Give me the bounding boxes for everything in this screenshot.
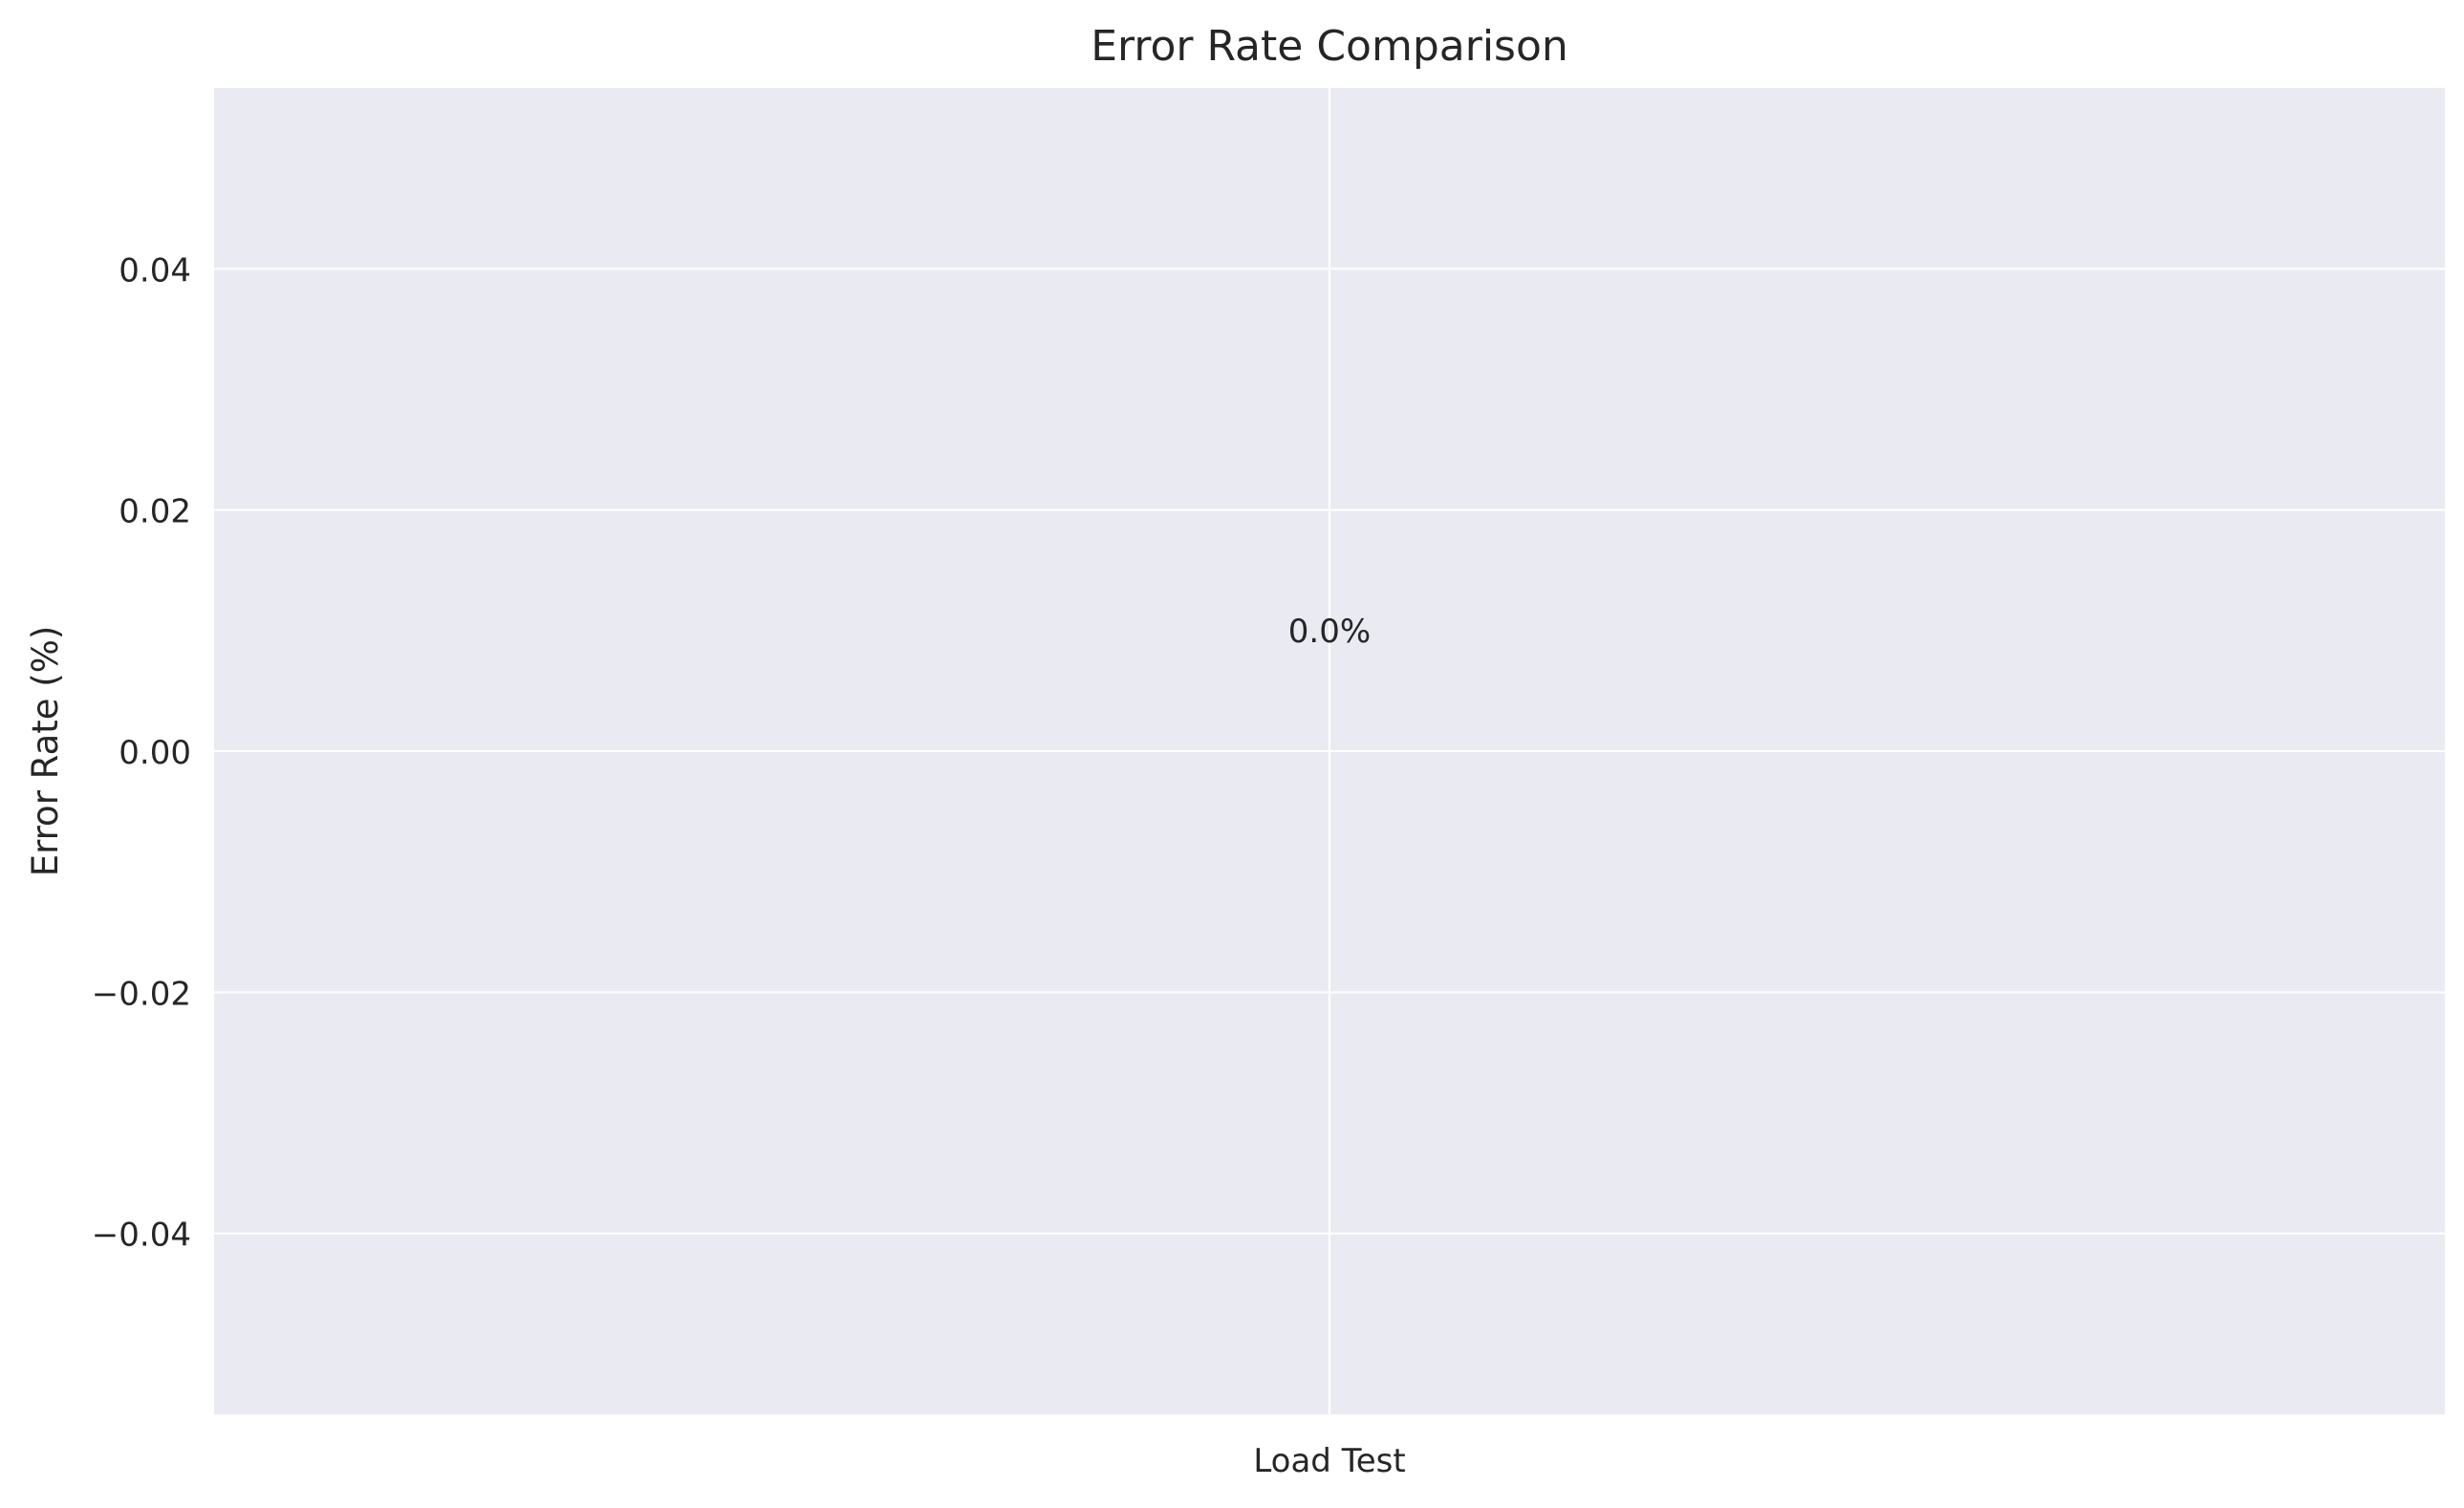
- y-axis-ticks: −0.04 −0.02 0.00 0.02 0.04: [92, 251, 191, 1254]
- y-tick-label: −0.02: [92, 975, 191, 1013]
- grid-lines: [214, 88, 2445, 1414]
- y-axis-label: Error Rate (%): [25, 626, 66, 877]
- y-tick-label: 0.04: [119, 251, 191, 290]
- y-tick-label: 0.02: [119, 493, 191, 531]
- chart-title: Error Rate Comparison: [1091, 22, 1568, 71]
- data-labels: 0.0%: [1288, 613, 1371, 651]
- y-tick-label: −0.04: [92, 1217, 191, 1255]
- data-label: 0.0%: [1288, 613, 1371, 651]
- x-axis-ticks: Load Test: [1253, 1442, 1405, 1480]
- x-tick-label: Load Test: [1253, 1442, 1405, 1480]
- y-tick-label: 0.00: [119, 734, 191, 772]
